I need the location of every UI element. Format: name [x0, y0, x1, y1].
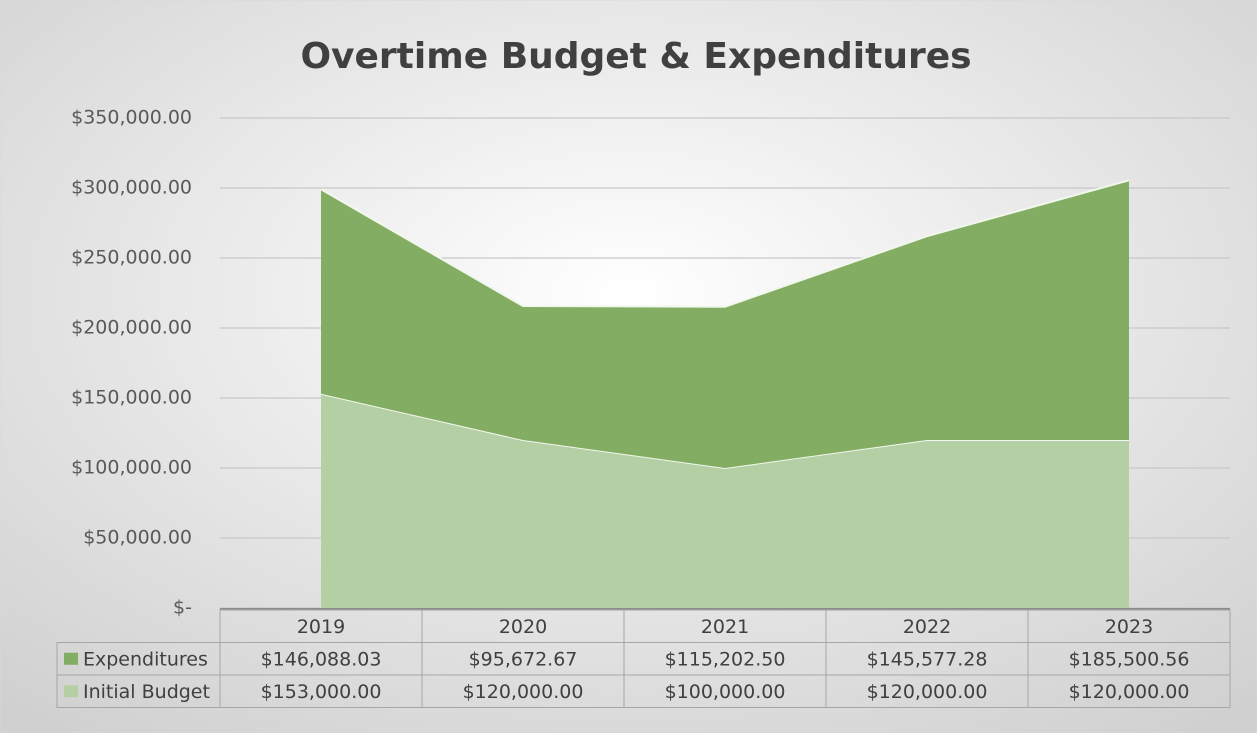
x-tick-label: 2020 — [499, 616, 547, 638]
table-cell — [1027, 674, 1231, 708]
x-tick-label: 2023 — [1105, 616, 1153, 638]
x-tick-label: 2022 — [903, 616, 951, 638]
legend-key — [64, 685, 78, 698]
y-tick-label: $300,000.00 — [71, 177, 192, 199]
table-value: $100,000.00 — [665, 681, 786, 703]
table-value: $95,672.67 — [469, 648, 578, 670]
table-value: $120,000.00 — [867, 681, 988, 703]
y-tick-label: $250,000.00 — [71, 247, 192, 269]
y-tick-label: $100,000.00 — [71, 457, 192, 479]
chart-title: Overtime Budget & Expenditures — [300, 36, 971, 77]
legend-label: Expenditures — [83, 648, 208, 670]
table-value: $153,000.00 — [261, 681, 382, 703]
y-tick-label: $- — [173, 597, 192, 619]
table-value: $120,000.00 — [463, 681, 584, 703]
legend-key — [64, 652, 78, 665]
y-tick-label: $150,000.00 — [71, 387, 192, 409]
table-value: $145,577.28 — [867, 648, 988, 670]
table-value: $120,000.00 — [1069, 681, 1190, 703]
x-tick-label: 2019 — [297, 616, 345, 638]
y-tick-label: $350,000.00 — [71, 107, 192, 129]
table-value: $146,088.03 — [261, 648, 382, 670]
table-value: $185,500.56 — [1069, 648, 1190, 670]
legend-label: Initial Budget — [83, 681, 210, 703]
y-tick-label: $200,000.00 — [71, 317, 192, 339]
x-tick-label: 2021 — [701, 616, 749, 638]
area — [321, 180, 1129, 469]
y-tick-label: $50,000.00 — [83, 527, 192, 549]
area-edge — [320, 179, 1130, 308]
table-value: $115,202.50 — [665, 648, 786, 670]
area — [321, 393, 1129, 608]
